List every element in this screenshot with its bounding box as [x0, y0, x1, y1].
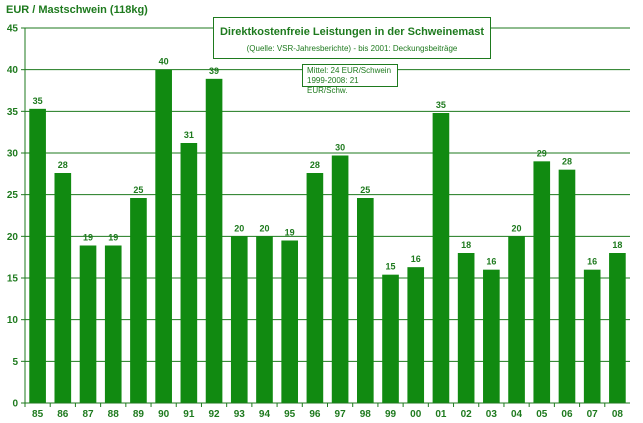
- bar: [382, 274, 399, 403]
- x-tick-label: 88: [108, 409, 120, 420]
- bar: [609, 253, 626, 403]
- x-tick-label: 93: [234, 409, 246, 420]
- x-tick-label: 99: [385, 409, 397, 420]
- chart-title-box: Direktkostenfreie Leistungen in der Schw…: [213, 17, 491, 59]
- bar: [356, 198, 374, 403]
- bar-layer: [29, 69, 626, 404]
- x-tick-label: 04: [511, 409, 523, 420]
- x-tick-label: 87: [82, 409, 94, 420]
- bar: [407, 267, 425, 403]
- bar: [29, 108, 46, 403]
- data-label: 19: [83, 233, 93, 243]
- data-label: 40: [159, 57, 169, 67]
- bar: [180, 143, 198, 403]
- bar: [54, 173, 72, 403]
- y-tick-label: 25: [7, 190, 19, 201]
- y-tick-label: 5: [12, 357, 18, 368]
- x-tick-label: 85: [32, 409, 44, 420]
- bar: [79, 245, 97, 403]
- x-tick-label: 91: [183, 409, 195, 420]
- data-label: 25: [133, 185, 143, 195]
- bar: [583, 269, 601, 403]
- label-layer: 35 28 19 19 25 40 31 39 20 20 19 28 30 25 15 16 35 18 16 20…: [33, 57, 623, 272]
- x-tick-label: 07: [587, 409, 599, 420]
- data-label: 16: [587, 257, 597, 267]
- chart-title: Direktkostenfreie Leistungen in der Schw…: [219, 26, 485, 38]
- bar: [558, 169, 576, 403]
- data-label: 28: [562, 157, 572, 167]
- bar: [155, 69, 172, 404]
- y-tick-label: 0: [12, 399, 18, 410]
- y-tick-label: 40: [7, 65, 19, 76]
- bar: [306, 173, 324, 403]
- data-label: 30: [335, 143, 345, 153]
- x-tick-label: 90: [158, 409, 170, 420]
- data-label: 28: [58, 160, 68, 170]
- data-label: 16: [411, 254, 421, 264]
- data-label: 19: [285, 228, 295, 238]
- bar: [483, 269, 500, 403]
- data-label: 18: [461, 240, 471, 250]
- x-tick-label: 86: [57, 409, 69, 420]
- average-note-line1: Mittel: 24 EUR/Schwein: [307, 66, 392, 75]
- data-label: 39: [209, 66, 219, 76]
- data-label: 35: [33, 96, 43, 106]
- average-note-box: Mittel: 24 EUR/Schwein 1999-2008: 21 EUR…: [302, 64, 398, 95]
- bar: [457, 253, 475, 403]
- y-tick-label: 30: [7, 149, 19, 160]
- y-axis-title: EUR / Mastschwein (118kg): [6, 4, 148, 16]
- average-note-line2: 1999-2008: 21 EUR/Schw.: [307, 76, 359, 95]
- data-label: 20: [259, 223, 269, 233]
- data-label: 29: [537, 148, 547, 158]
- bar: [281, 240, 299, 403]
- y-tick-label: 10: [7, 315, 19, 326]
- data-label: 28: [310, 160, 320, 170]
- y-tick-label: 15: [7, 274, 19, 285]
- data-label: 25: [360, 185, 370, 195]
- data-label: 20: [234, 223, 244, 233]
- x-tick-label: 89: [133, 409, 145, 420]
- bar: [533, 161, 551, 403]
- x-tick-label: 92: [209, 409, 221, 420]
- data-label: 16: [486, 257, 496, 267]
- data-label: 31: [184, 130, 194, 140]
- x-tick-label: 08: [612, 409, 624, 420]
- bar: [205, 78, 223, 403]
- x-tick-label: 01: [435, 409, 447, 420]
- data-label: 15: [386, 262, 396, 272]
- bar: [230, 236, 248, 403]
- x-tick-label: 95: [284, 409, 296, 420]
- y-tick-label: 20: [7, 232, 19, 243]
- data-label: 18: [612, 240, 622, 250]
- x-tick-label: 96: [309, 409, 321, 420]
- data-label: 35: [436, 100, 446, 110]
- bar: [256, 236, 273, 403]
- chart-subtitle: (Quelle: VSR-Jahresberichte) - bis 2001:…: [246, 44, 458, 53]
- x-tick-label: 00: [410, 409, 422, 420]
- bar: [508, 236, 525, 403]
- data-label: 19: [108, 233, 118, 243]
- x-tick-label: 94: [259, 409, 271, 420]
- bar: [432, 113, 450, 403]
- x-tick-label: 02: [461, 409, 473, 420]
- x-tick-label: 97: [335, 409, 347, 420]
- x-tick-label: 03: [486, 409, 498, 420]
- y-tick-label: 45: [7, 24, 19, 35]
- bar: [104, 245, 122, 403]
- bar: [130, 198, 147, 403]
- x-tick-label: 05: [536, 409, 548, 420]
- x-tick-label: 06: [561, 409, 573, 420]
- data-label: 20: [512, 223, 522, 233]
- y-tick-label: 35: [7, 107, 19, 118]
- x-tick-label: 98: [360, 409, 372, 420]
- bar: [331, 155, 349, 403]
